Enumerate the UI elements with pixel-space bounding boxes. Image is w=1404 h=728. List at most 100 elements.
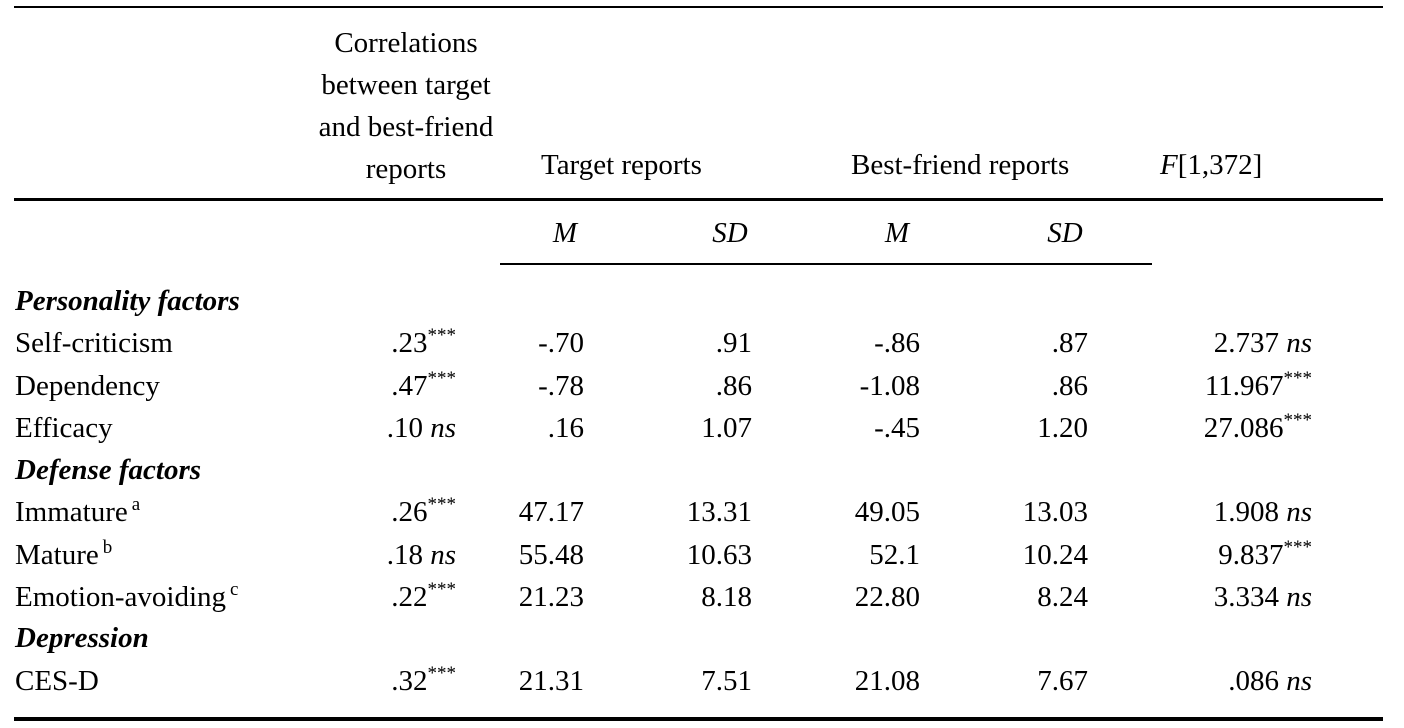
row-label: Mature b bbox=[15, 538, 112, 572]
target-sd-cell: .86 bbox=[715, 370, 752, 402]
f-statistic-cell: 27.086*** bbox=[1112, 411, 1312, 445]
row-label-text: CES-D bbox=[15, 665, 99, 697]
friend-sd-cell: 13.03 bbox=[1022, 496, 1088, 528]
f-statistic-value: 2.737 bbox=[1213, 327, 1279, 359]
significance-marker: *** bbox=[427, 368, 457, 389]
correlation-value: .23 bbox=[391, 327, 428, 359]
nonsignificant-marker: ns bbox=[1286, 327, 1312, 359]
significance-marker: *** bbox=[427, 494, 457, 515]
top-rule bbox=[14, 6, 1383, 8]
correlation-cell: .10 ns bbox=[296, 411, 456, 445]
friend-sd-cell: 10.24 bbox=[1022, 539, 1088, 571]
row-label: Self-criticism bbox=[15, 326, 173, 360]
f-statistic-cell: 2.737 ns bbox=[1112, 326, 1312, 360]
row-label: Efficacy bbox=[15, 411, 113, 445]
row-label: CES-D bbox=[15, 664, 99, 698]
target-sd-cell: .91 bbox=[715, 327, 752, 359]
friend-mean-cell: 22.80 bbox=[854, 581, 920, 613]
correlation-cell: .26*** bbox=[296, 495, 456, 529]
target-mean-cell: 55.48 bbox=[518, 539, 584, 571]
f-statistic-value: 11.967 bbox=[1204, 370, 1284, 402]
row-label-footnote: c bbox=[230, 579, 239, 600]
target-sd-cell: 10.63 bbox=[686, 539, 752, 571]
target-sd-header: SD bbox=[712, 217, 748, 249]
friend-mean-cell: -.45 bbox=[874, 412, 920, 444]
row-label: Emotion-avoiding c bbox=[15, 580, 238, 614]
row-label-text: Dependency bbox=[15, 370, 160, 402]
row-label-footnote: a bbox=[131, 494, 141, 515]
section-personality: Personality factors bbox=[15, 285, 240, 317]
nonsignificant-marker: ns bbox=[430, 412, 456, 444]
correlation-value: .26 bbox=[391, 496, 428, 528]
correlation-cell: .18 ns bbox=[296, 538, 456, 572]
f-statistic-value: 1.908 bbox=[1213, 496, 1279, 528]
significance-marker: *** bbox=[427, 663, 457, 684]
nonsignificant-marker: ns bbox=[430, 539, 456, 571]
nonsignificant-marker: ns bbox=[1286, 581, 1312, 613]
correlation-cell: .47*** bbox=[296, 369, 456, 403]
friend-sd-cell: .87 bbox=[1051, 327, 1088, 359]
friend-sd-cell: .86 bbox=[1051, 370, 1088, 402]
target-mean-cell: -.70 bbox=[538, 327, 584, 359]
target-mean-cell: 21.31 bbox=[518, 665, 584, 697]
row-label-text: Mature bbox=[15, 539, 99, 571]
correlation-cell: .23*** bbox=[296, 326, 456, 360]
row-label-text: Emotion-avoiding bbox=[15, 581, 227, 613]
friend-mean-cell: 49.05 bbox=[854, 496, 920, 528]
significance-marker: *** bbox=[1283, 537, 1313, 558]
f-statistic-cell: 9.837*** bbox=[1112, 538, 1312, 572]
significance-marker: *** bbox=[1283, 368, 1313, 389]
correlation-header-line-1: Correlations bbox=[334, 27, 478, 59]
correlation-header-line-3: and best-friend bbox=[318, 111, 494, 143]
header-rule bbox=[14, 198, 1383, 201]
row-label-text: Efficacy bbox=[15, 412, 113, 444]
f-statistic-letter: F bbox=[1160, 149, 1178, 181]
f-statistic-cell: 1.908 ns bbox=[1112, 495, 1312, 529]
row-label: Dependency bbox=[15, 369, 160, 403]
correlation-header: Correlations between target and best-fri… bbox=[290, 22, 522, 190]
f-statistic-value: 27.086 bbox=[1203, 412, 1284, 444]
correlation-value: .32 bbox=[391, 665, 428, 697]
target-mean-cell: .16 bbox=[547, 412, 584, 444]
friend-sd-cell: 7.67 bbox=[1037, 665, 1088, 697]
subheader-rule bbox=[500, 263, 1152, 265]
section-defense: Defense factors bbox=[15, 454, 202, 486]
row-label: Immature a bbox=[15, 495, 140, 529]
section-depression: Depression bbox=[15, 622, 149, 654]
correlation-value: .18 bbox=[386, 539, 423, 571]
row-label-footnote: b bbox=[102, 537, 113, 558]
nonsignificant-marker: ns bbox=[1286, 665, 1312, 697]
target-mean-header: M bbox=[552, 217, 578, 249]
f-statistic-value: .086 bbox=[1228, 665, 1279, 697]
f-statistic-value: 9.837 bbox=[1218, 539, 1284, 571]
target-mean-cell: 21.23 bbox=[518, 581, 584, 613]
correlation-value: .10 bbox=[386, 412, 423, 444]
friend-mean-cell: -1.08 bbox=[859, 370, 920, 402]
nonsignificant-marker: ns bbox=[1286, 496, 1312, 528]
target-mean-cell: -.78 bbox=[538, 370, 584, 402]
correlation-cell: .32*** bbox=[296, 664, 456, 698]
significance-marker: *** bbox=[1283, 410, 1313, 431]
target-sd-cell: 1.07 bbox=[701, 412, 752, 444]
f-statistic-df: [1,372] bbox=[1177, 149, 1263, 181]
friend-sd-cell: 8.24 bbox=[1037, 581, 1088, 613]
f-statistic-cell: 3.334 ns bbox=[1112, 580, 1312, 614]
friend-mean-header: M bbox=[884, 217, 910, 249]
target-reports-header: Target reports bbox=[541, 149, 702, 181]
row-label-text: Self-criticism bbox=[15, 327, 173, 359]
correlation-header-line-4: reports bbox=[365, 153, 447, 185]
correlation-cell: .22*** bbox=[296, 580, 456, 614]
significance-marker: *** bbox=[427, 579, 457, 600]
best-friend-reports-header: Best-friend reports bbox=[851, 149, 1070, 181]
f-statistic-header: F[1,372] bbox=[1160, 148, 1262, 182]
f-statistic-cell: 11.967*** bbox=[1112, 369, 1312, 403]
f-statistic-value: 3.334 bbox=[1213, 581, 1279, 613]
row-label-text: Immature bbox=[15, 496, 128, 528]
f-statistic-cell: .086 ns bbox=[1112, 664, 1312, 698]
friend-sd-header: SD bbox=[1047, 217, 1083, 249]
correlation-header-line-2: between target bbox=[321, 69, 491, 101]
target-sd-cell: 7.51 bbox=[701, 665, 752, 697]
bottom-rule bbox=[14, 717, 1383, 721]
friend-mean-cell: 52.1 bbox=[869, 539, 920, 571]
friend-mean-cell: -.86 bbox=[874, 327, 920, 359]
